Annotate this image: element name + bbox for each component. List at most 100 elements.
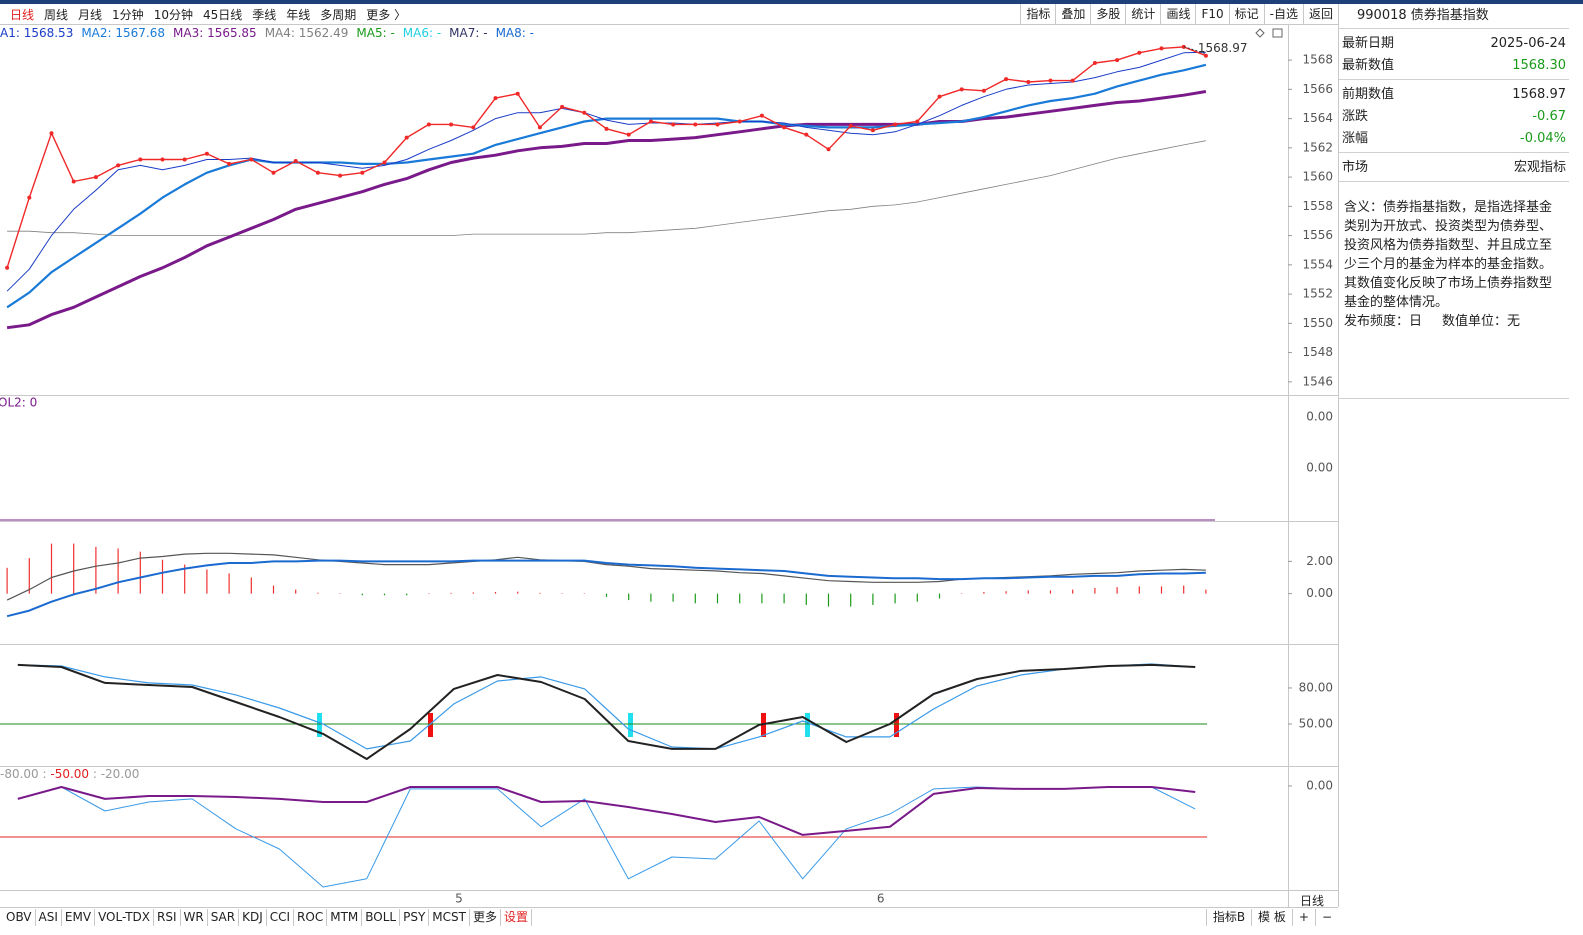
- indicator-tab-list: OBV ASI EMV VOL-TDX RSI WR SAR KDJ CCI ROC MTM BOLL…: [0, 908, 1206, 926]
- histogram-bar: [494, 592, 497, 594]
- vol-axis-label: 0.00: [1306, 410, 1333, 424]
- info-value: 2025-06-24: [1490, 36, 1566, 51]
- period-button[interactable]: 更多 〉: [366, 7, 407, 22]
- tab-controls: 指标B 模 板 + −: [1205, 908, 1338, 926]
- indicator-tab[interactable]: SAR: [208, 908, 240, 926]
- indicator-tab[interactable]: WR: [181, 908, 208, 926]
- point-marker: [1092, 61, 1097, 66]
- histogram-bar: [1072, 589, 1074, 594]
- point-marker: [426, 122, 431, 127]
- y-tick-label: 1548: [1302, 345, 1333, 359]
- frame: [0, 25, 1338, 907]
- period-button[interactable]: 季线: [252, 7, 277, 22]
- point-marker: [404, 135, 409, 140]
- info-row: 市场 宏观指标: [1339, 157, 1569, 179]
- period-button[interactable]: 日线: [10, 7, 35, 22]
- point-marker: [227, 161, 232, 166]
- indicator-tab[interactable]: KDJ: [239, 908, 267, 926]
- tool-button[interactable]: 画线: [1160, 4, 1195, 24]
- series-line: [6, 90, 1207, 330]
- tab-control[interactable]: 指标B: [1205, 908, 1251, 926]
- tool-button[interactable]: 叠加: [1055, 4, 1090, 24]
- period-button[interactable]: 年线: [286, 7, 311, 22]
- point-marker: [937, 94, 942, 99]
- histogram-bar: [650, 593, 652, 602]
- info-label: 市场: [1342, 160, 1369, 175]
- indicator-tab[interactable]: 设置: [501, 908, 533, 926]
- period-button[interactable]: 周线: [44, 7, 69, 22]
- legend-entry: MA6: -: [403, 26, 441, 40]
- indicator-tab[interactable]: ASI: [36, 908, 62, 926]
- info-panel: 990018 债券指基指数 最新日期 2025-06-24 最新数值 1568.30…: [1338, 4, 1569, 907]
- info-label: 涨跌: [1342, 109, 1369, 124]
- tool-button[interactable]: -自选: [1263, 4, 1303, 24]
- tool-button[interactable]: 多股: [1090, 4, 1125, 24]
- tab-control[interactable]: +: [1291, 908, 1315, 926]
- point-marker: [959, 87, 964, 92]
- histogram-bar: [206, 569, 208, 594]
- tab-control[interactable]: −: [1314, 908, 1338, 926]
- point-marker: [138, 157, 143, 162]
- period-button[interactable]: 10分钟: [153, 7, 193, 22]
- period-button[interactable]: 45日线: [202, 7, 243, 22]
- series-line: [17, 786, 1196, 836]
- histogram-bar: [472, 592, 474, 594]
- y-tick-label: 1556: [1302, 228, 1333, 242]
- info-row: 涨幅 -0.04%: [1339, 128, 1569, 150]
- point-marker: [604, 126, 609, 131]
- info-row: 最新日期 2025-06-24: [1339, 33, 1569, 55]
- indicator-tab[interactable]: CCI: [267, 908, 295, 926]
- indicator-tab[interactable]: MTM: [327, 908, 363, 926]
- indicator-tab[interactable]: BOLL: [362, 908, 401, 926]
- legend-entry: MA3: 1565.85: [173, 26, 257, 40]
- point-marker: [537, 125, 542, 130]
- info-value: -0.04%: [1520, 131, 1566, 146]
- point-marker: [1159, 46, 1164, 51]
- period-button[interactable]: 月线: [78, 7, 103, 22]
- indicator-tab[interactable]: MCST: [429, 908, 470, 926]
- point-marker: [1137, 50, 1142, 55]
- tab-control[interactable]: 模 板: [1251, 908, 1292, 926]
- histogram-bar: [184, 564, 186, 594]
- indicator-tab[interactable]: PSY: [400, 908, 430, 926]
- indicator-tab[interactable]: VOL-TDX: [95, 908, 154, 926]
- legend-entry: : -20.00: [89, 767, 139, 781]
- indicator-tab[interactable]: OBV: [3, 908, 36, 926]
- histogram-bar: [1094, 587, 1096, 594]
- point-marker: [648, 119, 653, 124]
- point-marker: [1115, 58, 1120, 63]
- tool-button[interactable]: 返回: [1302, 4, 1338, 24]
- histogram-bar: [694, 593, 696, 604]
- point-marker: [182, 157, 187, 162]
- indicator-tab[interactable]: 更多: [470, 908, 501, 926]
- indicator-tab[interactable]: ROC: [294, 908, 328, 926]
- histogram-bar: [539, 592, 541, 594]
- info-label: 最新数值: [1342, 58, 1395, 73]
- histogram-bar: [761, 593, 763, 604]
- point-marker: [5, 265, 10, 270]
- tool-button[interactable]: 统计: [1125, 4, 1160, 24]
- tool-button[interactable]: 指标: [1020, 4, 1055, 24]
- histogram-bar: [1138, 586, 1140, 594]
- histogram-bar: [672, 593, 674, 602]
- indicator-tab[interactable]: EMV: [62, 908, 96, 926]
- period-button[interactable]: 多周期: [320, 7, 357, 22]
- point-marker: [471, 125, 476, 130]
- histogram-bar: [1005, 591, 1007, 594]
- y-tick-label: 1552: [1302, 287, 1333, 301]
- indicator-tab[interactable]: RSI: [154, 908, 181, 926]
- legend-entry: MA2: 1567.68: [81, 26, 165, 40]
- point-marker: [737, 119, 742, 124]
- info-value: 宏观指标: [1513, 160, 1566, 175]
- legend-entry: MA5: -: [356, 26, 394, 40]
- histogram-bar: [28, 558, 30, 594]
- histogram-bar: [561, 593, 563, 594]
- period-button[interactable]: 1分钟: [112, 7, 144, 22]
- tool-button[interactable]: F10: [1195, 4, 1228, 24]
- point-marker: [1026, 80, 1031, 85]
- point-marker: [870, 128, 875, 133]
- indicator-tabs: OBV ASI EMV VOL-TDX RSI WR SAR KDJ CCI ROC MTM BOLL…: [0, 907, 1338, 926]
- vol-axis-label: 0.00: [1306, 461, 1333, 475]
- tool-button[interactable]: 标记: [1228, 4, 1264, 24]
- histogram-bar: [406, 593, 408, 596]
